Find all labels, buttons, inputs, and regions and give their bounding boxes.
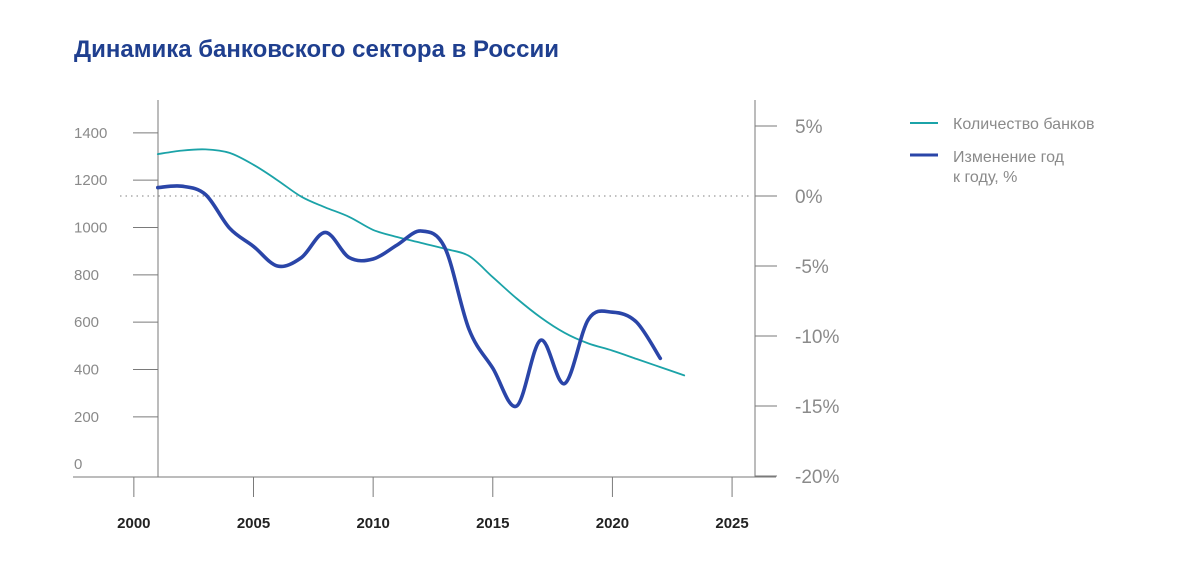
- y-left-tick-label: 200: [74, 409, 99, 426]
- x-tick-label: 2015: [476, 515, 509, 532]
- y-left-tick-label: 400: [74, 362, 99, 379]
- legend-label-bank-count: Количество банков: [953, 116, 1094, 133]
- series-layer: [156, 148, 686, 409]
- x-tick-label: 2010: [356, 515, 389, 532]
- y-left-tick-label: 1000: [74, 220, 107, 237]
- y-right-tick-label: -20%: [795, 467, 839, 488]
- x-tick-label: 2020: [596, 515, 629, 532]
- y-right-tick-label: 5%: [795, 117, 823, 138]
- y-left-tick-label: 800: [74, 267, 99, 284]
- x-tick-label: 2005: [237, 515, 270, 532]
- y-right-tick-label: -5%: [795, 257, 829, 278]
- x-tick-label: 2025: [715, 515, 748, 532]
- legend-label-yoy-change: к году, %: [953, 169, 1017, 186]
- x-tick-label: 2000: [117, 515, 150, 532]
- y-left-tick-label: 0: [74, 456, 82, 473]
- y-right-tick-label: -10%: [795, 327, 839, 348]
- y-left-tick-label: 600: [74, 314, 99, 331]
- y-right-tick-label: 0%: [795, 187, 823, 208]
- chart-title: Динамика банковского сектора в России: [74, 36, 559, 63]
- axes: 0 200 400 600 800 1000 1200 1400 5% 0% -5% -10% -15%…: [73, 100, 839, 532]
- legend-label-yoy-change: Изменение год: [953, 149, 1065, 166]
- legend: Количество банков Изменение год к году, %: [910, 116, 1094, 186]
- series-line-yoy-change: [156, 184, 663, 409]
- y-left-tick-label: 1400: [74, 125, 107, 142]
- series-line-bank-count: [156, 148, 686, 377]
- y-right-tick-label: -15%: [795, 397, 839, 418]
- y-left-tick-label: 1200: [74, 172, 107, 189]
